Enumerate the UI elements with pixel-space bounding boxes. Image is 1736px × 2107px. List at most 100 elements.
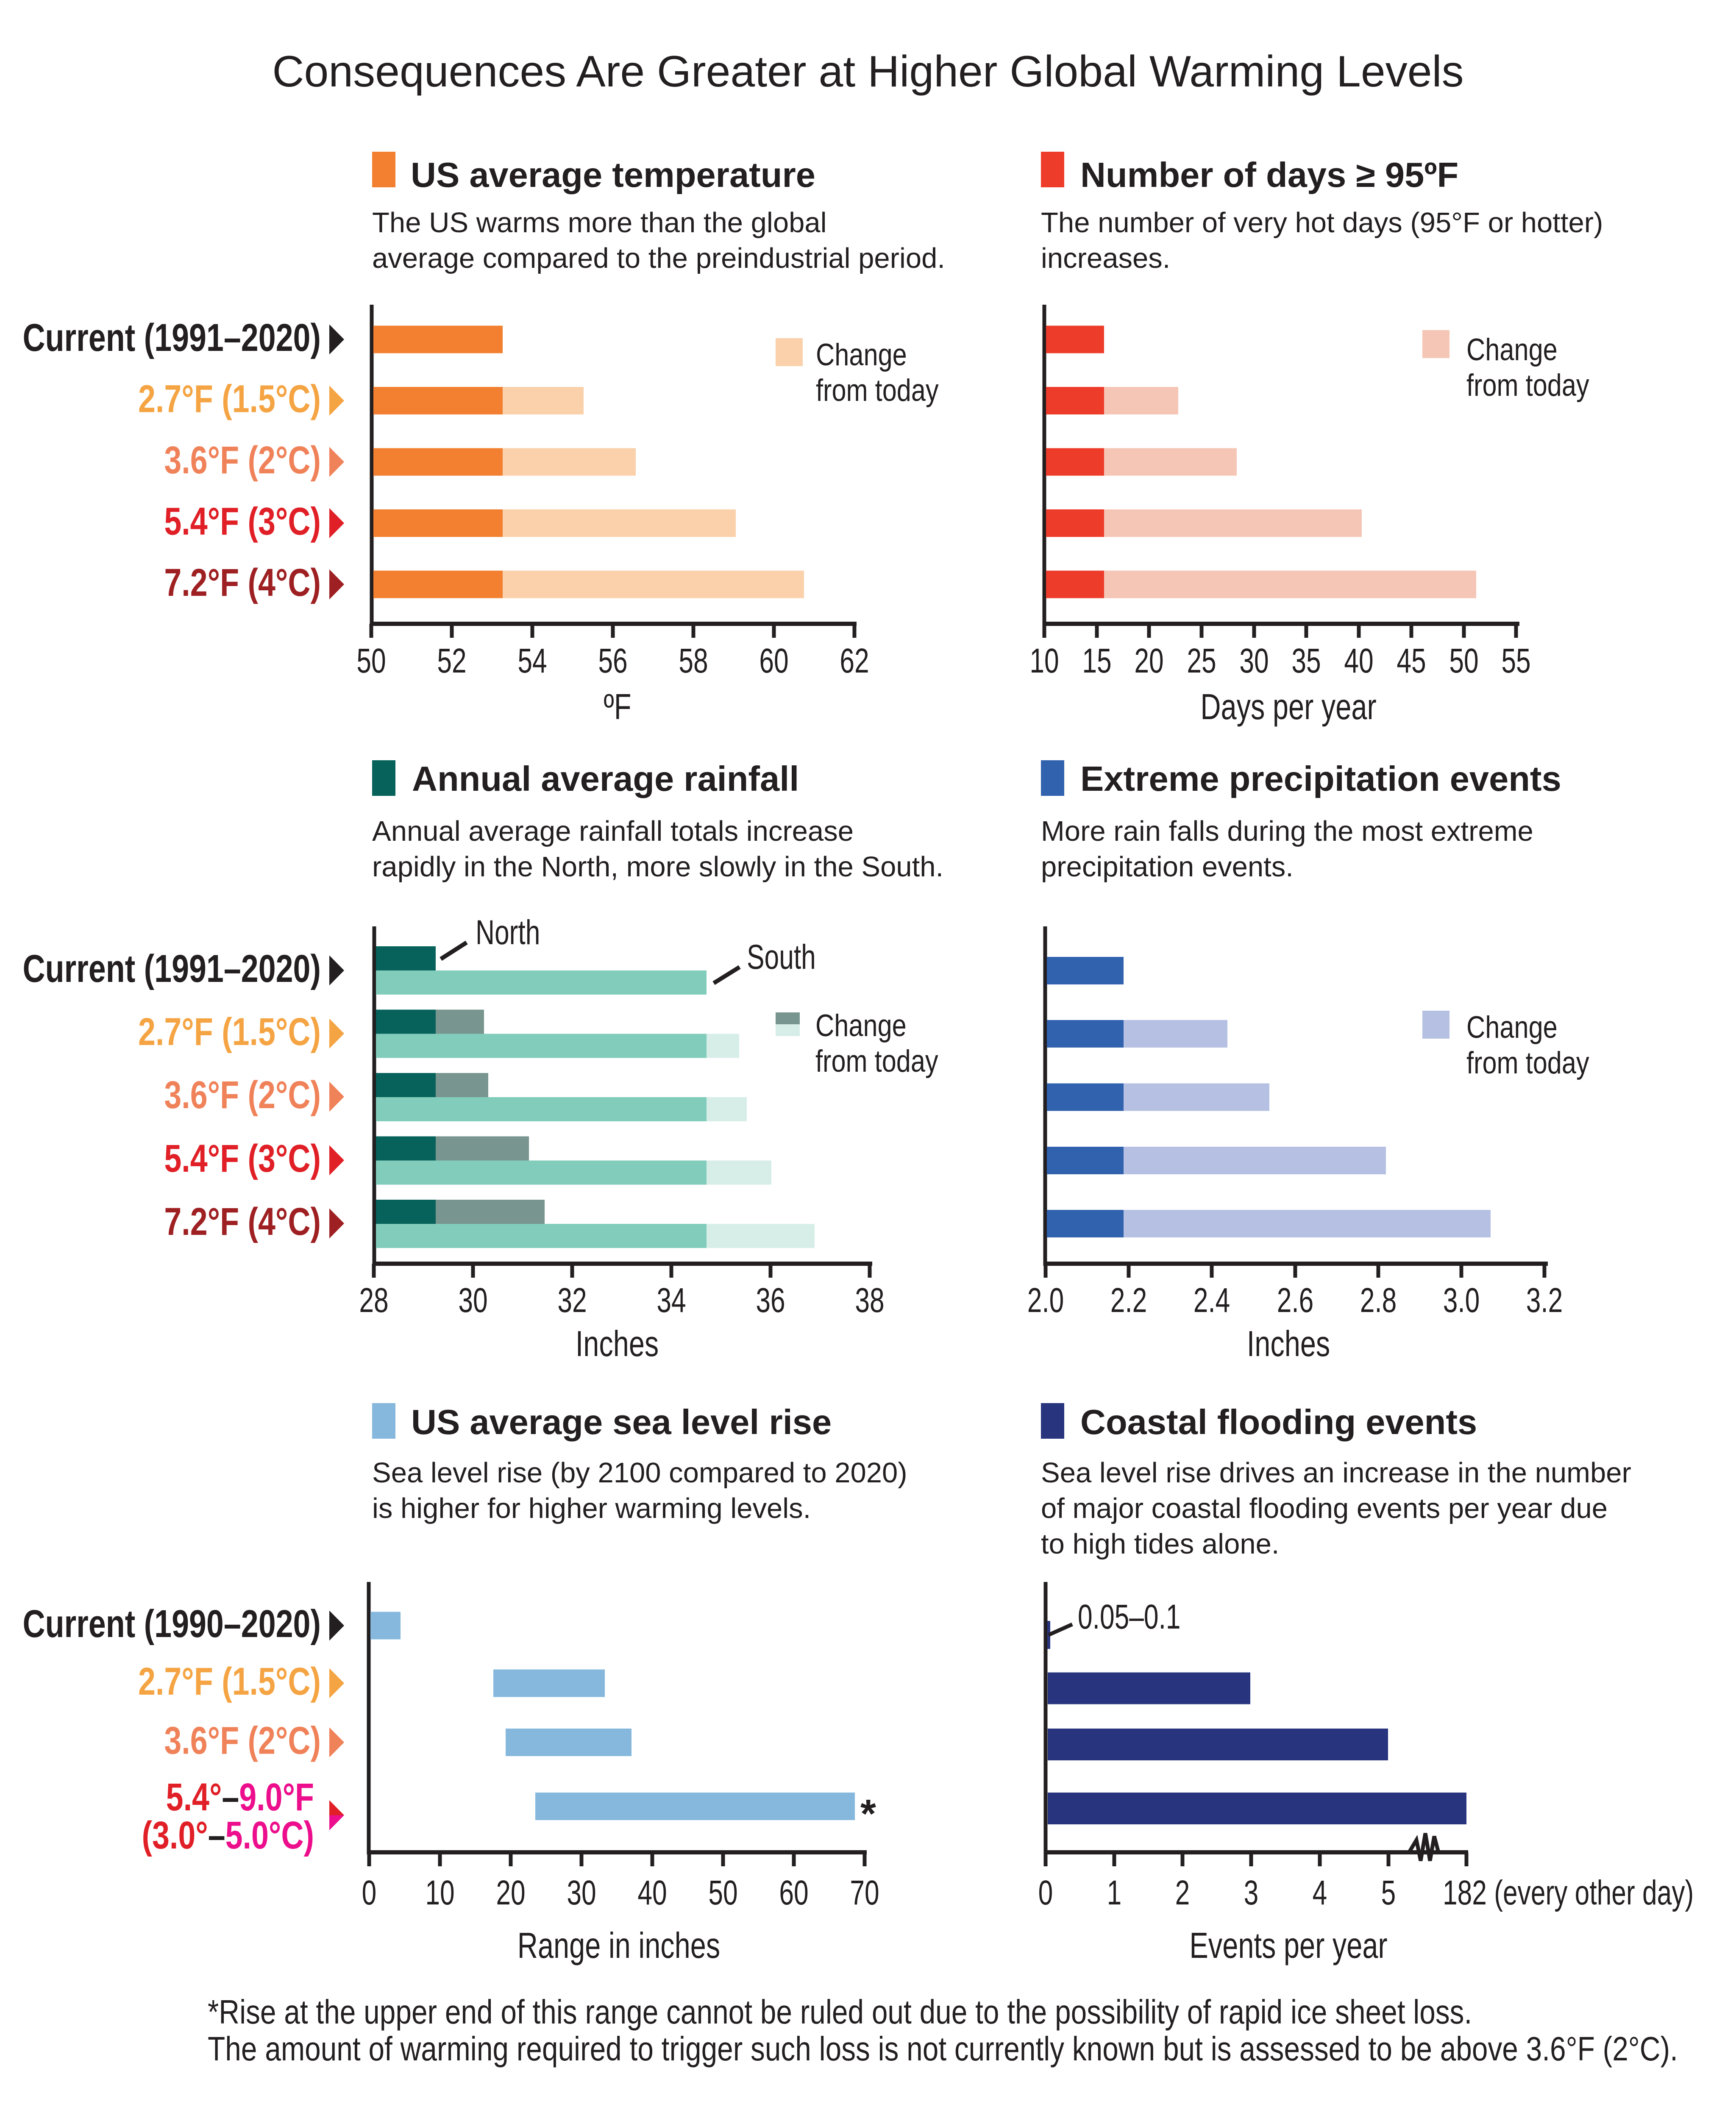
svg-text:is higher for higher warming l: is higher for higher warming levels. bbox=[372, 1493, 811, 1524]
svg-text:2.0: 2.0 bbox=[1027, 1281, 1064, 1320]
svg-text:30: 30 bbox=[567, 1874, 596, 1912]
svg-text:Sea level rise drives an incre: Sea level rise drives an increase in the… bbox=[1041, 1457, 1631, 1489]
svg-text:50: 50 bbox=[1449, 642, 1478, 680]
svg-text:38: 38 bbox=[855, 1281, 884, 1320]
svg-text:2.7°F (1.5°C): 2.7°F (1.5°C) bbox=[138, 377, 321, 421]
svg-text:52: 52 bbox=[437, 642, 466, 680]
svg-text:30: 30 bbox=[1239, 642, 1269, 680]
svg-text:55: 55 bbox=[1501, 642, 1530, 680]
svg-text:5.4°–9.0°F: 5.4°–9.0°F bbox=[166, 1775, 314, 1819]
svg-text:5.4°F (3°C): 5.4°F (3°C) bbox=[164, 1137, 321, 1180]
svg-text:from today: from today bbox=[815, 1044, 938, 1079]
svg-text:2.4: 2.4 bbox=[1194, 1281, 1230, 1320]
svg-text:from today: from today bbox=[816, 373, 939, 408]
svg-text:Events per year: Events per year bbox=[1189, 1926, 1387, 1966]
svg-text:Sea level rise (by 2100 compar: Sea level rise (by 2100 compared to 2020… bbox=[372, 1457, 907, 1489]
svg-text:15: 15 bbox=[1082, 642, 1111, 680]
svg-text:South: South bbox=[747, 938, 816, 976]
svg-text:50: 50 bbox=[356, 642, 386, 680]
svg-text:Coastal flooding events: Coastal flooding events bbox=[1080, 1402, 1477, 1442]
svg-text:Annual average rainfall totals: Annual average rainfall totals increase bbox=[372, 815, 854, 847]
svg-text:Change: Change bbox=[815, 1009, 907, 1043]
svg-text:182 (every other day): 182 (every other day) bbox=[1443, 1874, 1694, 1912]
svg-text:*: * bbox=[860, 1791, 876, 1836]
svg-text:2.8: 2.8 bbox=[1360, 1281, 1397, 1320]
svg-text:More rain falls during the mos: More rain falls during the most extreme bbox=[1041, 815, 1533, 847]
svg-text:45: 45 bbox=[1397, 642, 1426, 680]
svg-text:56: 56 bbox=[598, 642, 627, 680]
svg-text:precipitation events.: precipitation events. bbox=[1041, 851, 1294, 883]
svg-text:0.05–0.1: 0.05–0.1 bbox=[1078, 1598, 1181, 1636]
svg-text:20: 20 bbox=[1134, 642, 1163, 680]
svg-text:20: 20 bbox=[496, 1874, 525, 1912]
svg-text:25: 25 bbox=[1187, 642, 1216, 680]
svg-text:ºF: ºF bbox=[604, 687, 631, 727]
svg-text:Inches: Inches bbox=[576, 1324, 659, 1364]
svg-text:The number of very hot days (9: The number of very hot days (95°F or hot… bbox=[1041, 207, 1603, 239]
svg-text:10: 10 bbox=[1029, 642, 1059, 680]
svg-text:62: 62 bbox=[840, 642, 869, 680]
svg-text:Current (1991–2020): Current (1991–2020) bbox=[22, 947, 321, 990]
svg-text:34: 34 bbox=[657, 1281, 686, 1320]
svg-text:36: 36 bbox=[756, 1281, 785, 1320]
svg-text:3.0: 3.0 bbox=[1443, 1281, 1480, 1320]
svg-text:from today: from today bbox=[1466, 368, 1589, 403]
svg-text:3.6°F (2°C): 3.6°F (2°C) bbox=[164, 1073, 321, 1117]
svg-text:40: 40 bbox=[1344, 642, 1373, 680]
svg-text:50: 50 bbox=[708, 1874, 737, 1912]
svg-text:7.2°F (4°C): 7.2°F (4°C) bbox=[164, 1200, 321, 1243]
svg-text:58: 58 bbox=[679, 642, 708, 680]
svg-text:3: 3 bbox=[1244, 1874, 1259, 1912]
svg-text:32: 32 bbox=[557, 1281, 587, 1320]
svg-text:0: 0 bbox=[362, 1874, 377, 1912]
svg-text:3.6°F (2°C): 3.6°F (2°C) bbox=[164, 438, 321, 482]
svg-text:of major coastal flooding even: of major coastal flooding events per yea… bbox=[1041, 1493, 1608, 1524]
svg-text:rapidly in the North, more slo: rapidly in the North, more slowly in the… bbox=[372, 851, 943, 883]
svg-text:North: North bbox=[476, 913, 540, 952]
svg-text:60: 60 bbox=[759, 642, 788, 680]
svg-text:*Rise at the upper end of this: *Rise at the upper end of this range can… bbox=[208, 1993, 1472, 2031]
svg-text:US average temperature: US average temperature bbox=[411, 155, 815, 195]
svg-text:Number of days ≥ 95ºF: Number of days ≥ 95ºF bbox=[1080, 155, 1458, 195]
svg-text:5: 5 bbox=[1381, 1874, 1396, 1912]
svg-text:to high tides alone.: to high tides alone. bbox=[1041, 1528, 1279, 1560]
svg-text:10: 10 bbox=[425, 1874, 454, 1912]
svg-text:3.2: 3.2 bbox=[1526, 1281, 1563, 1320]
svg-text:4: 4 bbox=[1313, 1874, 1327, 1912]
svg-text:7.2°F (4°C): 7.2°F (4°C) bbox=[164, 561, 321, 604]
svg-text:Current (1991–2020): Current (1991–2020) bbox=[22, 316, 321, 359]
svg-text:70: 70 bbox=[850, 1874, 879, 1912]
svg-text:30: 30 bbox=[458, 1281, 487, 1320]
svg-text:Current (1990–2020): Current (1990–2020) bbox=[22, 1602, 321, 1646]
svg-text:The US warms more than the glo: The US warms more than the global bbox=[372, 207, 827, 239]
svg-text:54: 54 bbox=[517, 642, 547, 680]
svg-text:average compared to the preind: average compared to the preindustrial pe… bbox=[372, 242, 945, 274]
svg-text:Range in inches: Range in inches bbox=[517, 1926, 720, 1966]
svg-text:Extreme precipitation events: Extreme precipitation events bbox=[1080, 759, 1561, 798]
svg-text:5.4°F (3°C): 5.4°F (3°C) bbox=[164, 500, 321, 543]
svg-text:increases.: increases. bbox=[1041, 242, 1170, 274]
svg-text:(3.0°–5.0°C): (3.0°–5.0°C) bbox=[142, 1813, 314, 1857]
svg-text:Inches: Inches bbox=[1247, 1324, 1330, 1364]
svg-text:Change: Change bbox=[1466, 1010, 1558, 1045]
svg-text:2.6: 2.6 bbox=[1277, 1281, 1314, 1320]
svg-text:2.2: 2.2 bbox=[1110, 1281, 1147, 1320]
svg-text:40: 40 bbox=[637, 1874, 667, 1912]
svg-text:1: 1 bbox=[1107, 1874, 1122, 1912]
svg-text:2: 2 bbox=[1175, 1874, 1190, 1912]
svg-text:Consequences Are Greater at Hi: Consequences Are Greater at Higher Globa… bbox=[272, 47, 1463, 96]
svg-text:60: 60 bbox=[779, 1874, 808, 1912]
svg-text:Change: Change bbox=[1466, 333, 1558, 367]
svg-text:Annual average rainfall: Annual average rainfall bbox=[412, 759, 799, 798]
svg-text:Change: Change bbox=[816, 338, 907, 372]
svg-text:from today: from today bbox=[1466, 1046, 1589, 1080]
svg-text:The amount of warming required: The amount of warming required to trigge… bbox=[208, 2030, 1678, 2068]
svg-text:2.7°F (1.5°C): 2.7°F (1.5°C) bbox=[138, 1659, 321, 1703]
svg-text:Days per year: Days per year bbox=[1200, 687, 1376, 727]
svg-text:28: 28 bbox=[359, 1281, 388, 1320]
svg-text:2.7°F (1.5°C): 2.7°F (1.5°C) bbox=[138, 1010, 321, 1054]
svg-text:US average sea level rise: US average sea level rise bbox=[411, 1402, 832, 1442]
svg-text:0: 0 bbox=[1038, 1874, 1053, 1912]
svg-text:35: 35 bbox=[1291, 642, 1321, 680]
svg-text:3.6°F (2°C): 3.6°F (2°C) bbox=[164, 1719, 321, 1762]
